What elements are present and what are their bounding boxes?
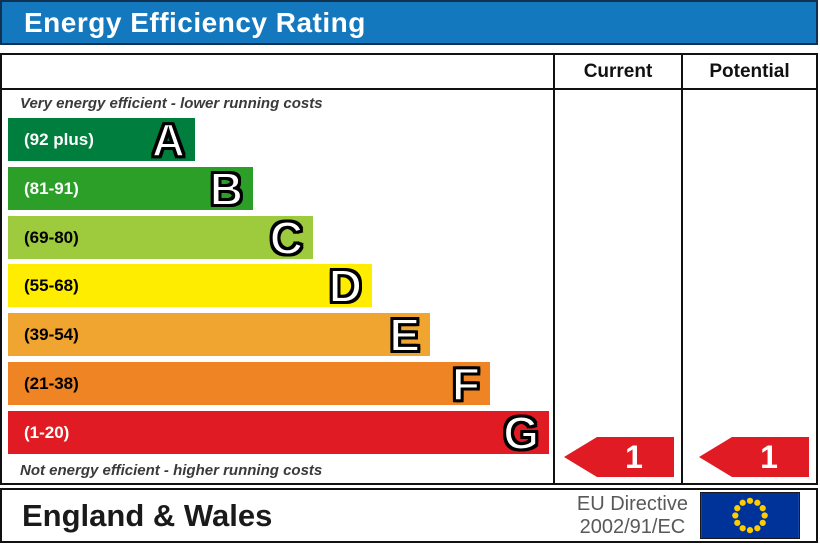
rating-table: Very energy efficient - lower running co… — [0, 53, 818, 485]
band-letter: C — [269, 211, 304, 264]
band-bar-b: (81-91) B — [8, 162, 253, 215]
band-row-a: (92 plus) A — [8, 114, 553, 166]
band-bar-a: (92 plus) A — [8, 114, 195, 166]
title-bar: Energy Efficiency Rating — [0, 0, 818, 45]
band-letter: E — [388, 309, 421, 362]
band-range-label: (55-68) — [24, 276, 79, 296]
band-letter: G — [502, 406, 540, 459]
footer: England & Wales EU Directive 2002/91/EC — [0, 488, 818, 543]
band-letter: B — [209, 162, 244, 215]
current-rating-value: 1 — [625, 438, 643, 475]
band-bar-d: (55-68) D — [8, 260, 372, 313]
eu-directive-line1: EU Directive — [576, 493, 688, 516]
potential-rating-value: 1 — [760, 438, 778, 475]
band-letter: D — [328, 260, 363, 313]
potential-column: Potential 1 — [683, 55, 816, 483]
band-range-label: (92 plus) — [24, 130, 94, 149]
band-range-label: (1-20) — [24, 422, 70, 442]
band-row-d: (55-68) D — [8, 260, 553, 313]
band-range-label: (39-54) — [24, 325, 79, 345]
potential-column-header: Potential — [683, 55, 816, 90]
band-range-label: (81-91) — [24, 178, 79, 198]
eu-directive-line2: 2002/91/EC — [579, 515, 686, 538]
band-letter: F — [451, 358, 481, 411]
region-label: England & Wales — [22, 497, 273, 533]
current-column: Current 1 — [555, 55, 683, 483]
eu-directive-label: EU Directive 2002/91/EC — [577, 493, 688, 538]
band-row-c: (69-80) C — [8, 211, 553, 264]
current-column-header: Current — [555, 55, 681, 90]
bands-column-header — [2, 55, 553, 90]
eu-flag-icon — [700, 492, 800, 539]
eu-flag-stars — [732, 497, 768, 534]
bands-column: Very energy efficient - lower running co… — [2, 55, 555, 483]
band-bar-e: (39-54) E — [8, 309, 430, 362]
potential-rating-arrow: 1 — [699, 437, 809, 477]
band-bar-g: (1-20) G — [8, 406, 549, 459]
band-row-g: (1-20) G — [8, 406, 553, 459]
band-range-label: (69-80) — [24, 227, 79, 247]
band-bar-f: (21-38) F — [8, 358, 490, 411]
band-row-b: (81-91) B — [8, 162, 553, 215]
band-letter: A — [151, 114, 186, 166]
band-bar-c: (69-80) C — [8, 211, 313, 264]
bands-container: (92 plus) A (81-91) B (69-80) C (55-68) D (39-54… — [2, 116, 553, 457]
band-range-label: (21-38) — [24, 374, 79, 394]
top-caption: Very energy efficient - lower running co… — [20, 94, 323, 112]
current-rating-arrow: 1 — [564, 437, 674, 477]
page-title: Energy Efficiency Rating — [24, 6, 366, 38]
potential-column-body: 1 — [683, 90, 816, 483]
band-row-f: (21-38) F — [8, 358, 553, 411]
current-column-body: 1 — [555, 90, 681, 483]
bottom-caption: Not energy efficient - higher running co… — [20, 461, 323, 479]
band-row-e: (39-54) E — [8, 309, 553, 362]
